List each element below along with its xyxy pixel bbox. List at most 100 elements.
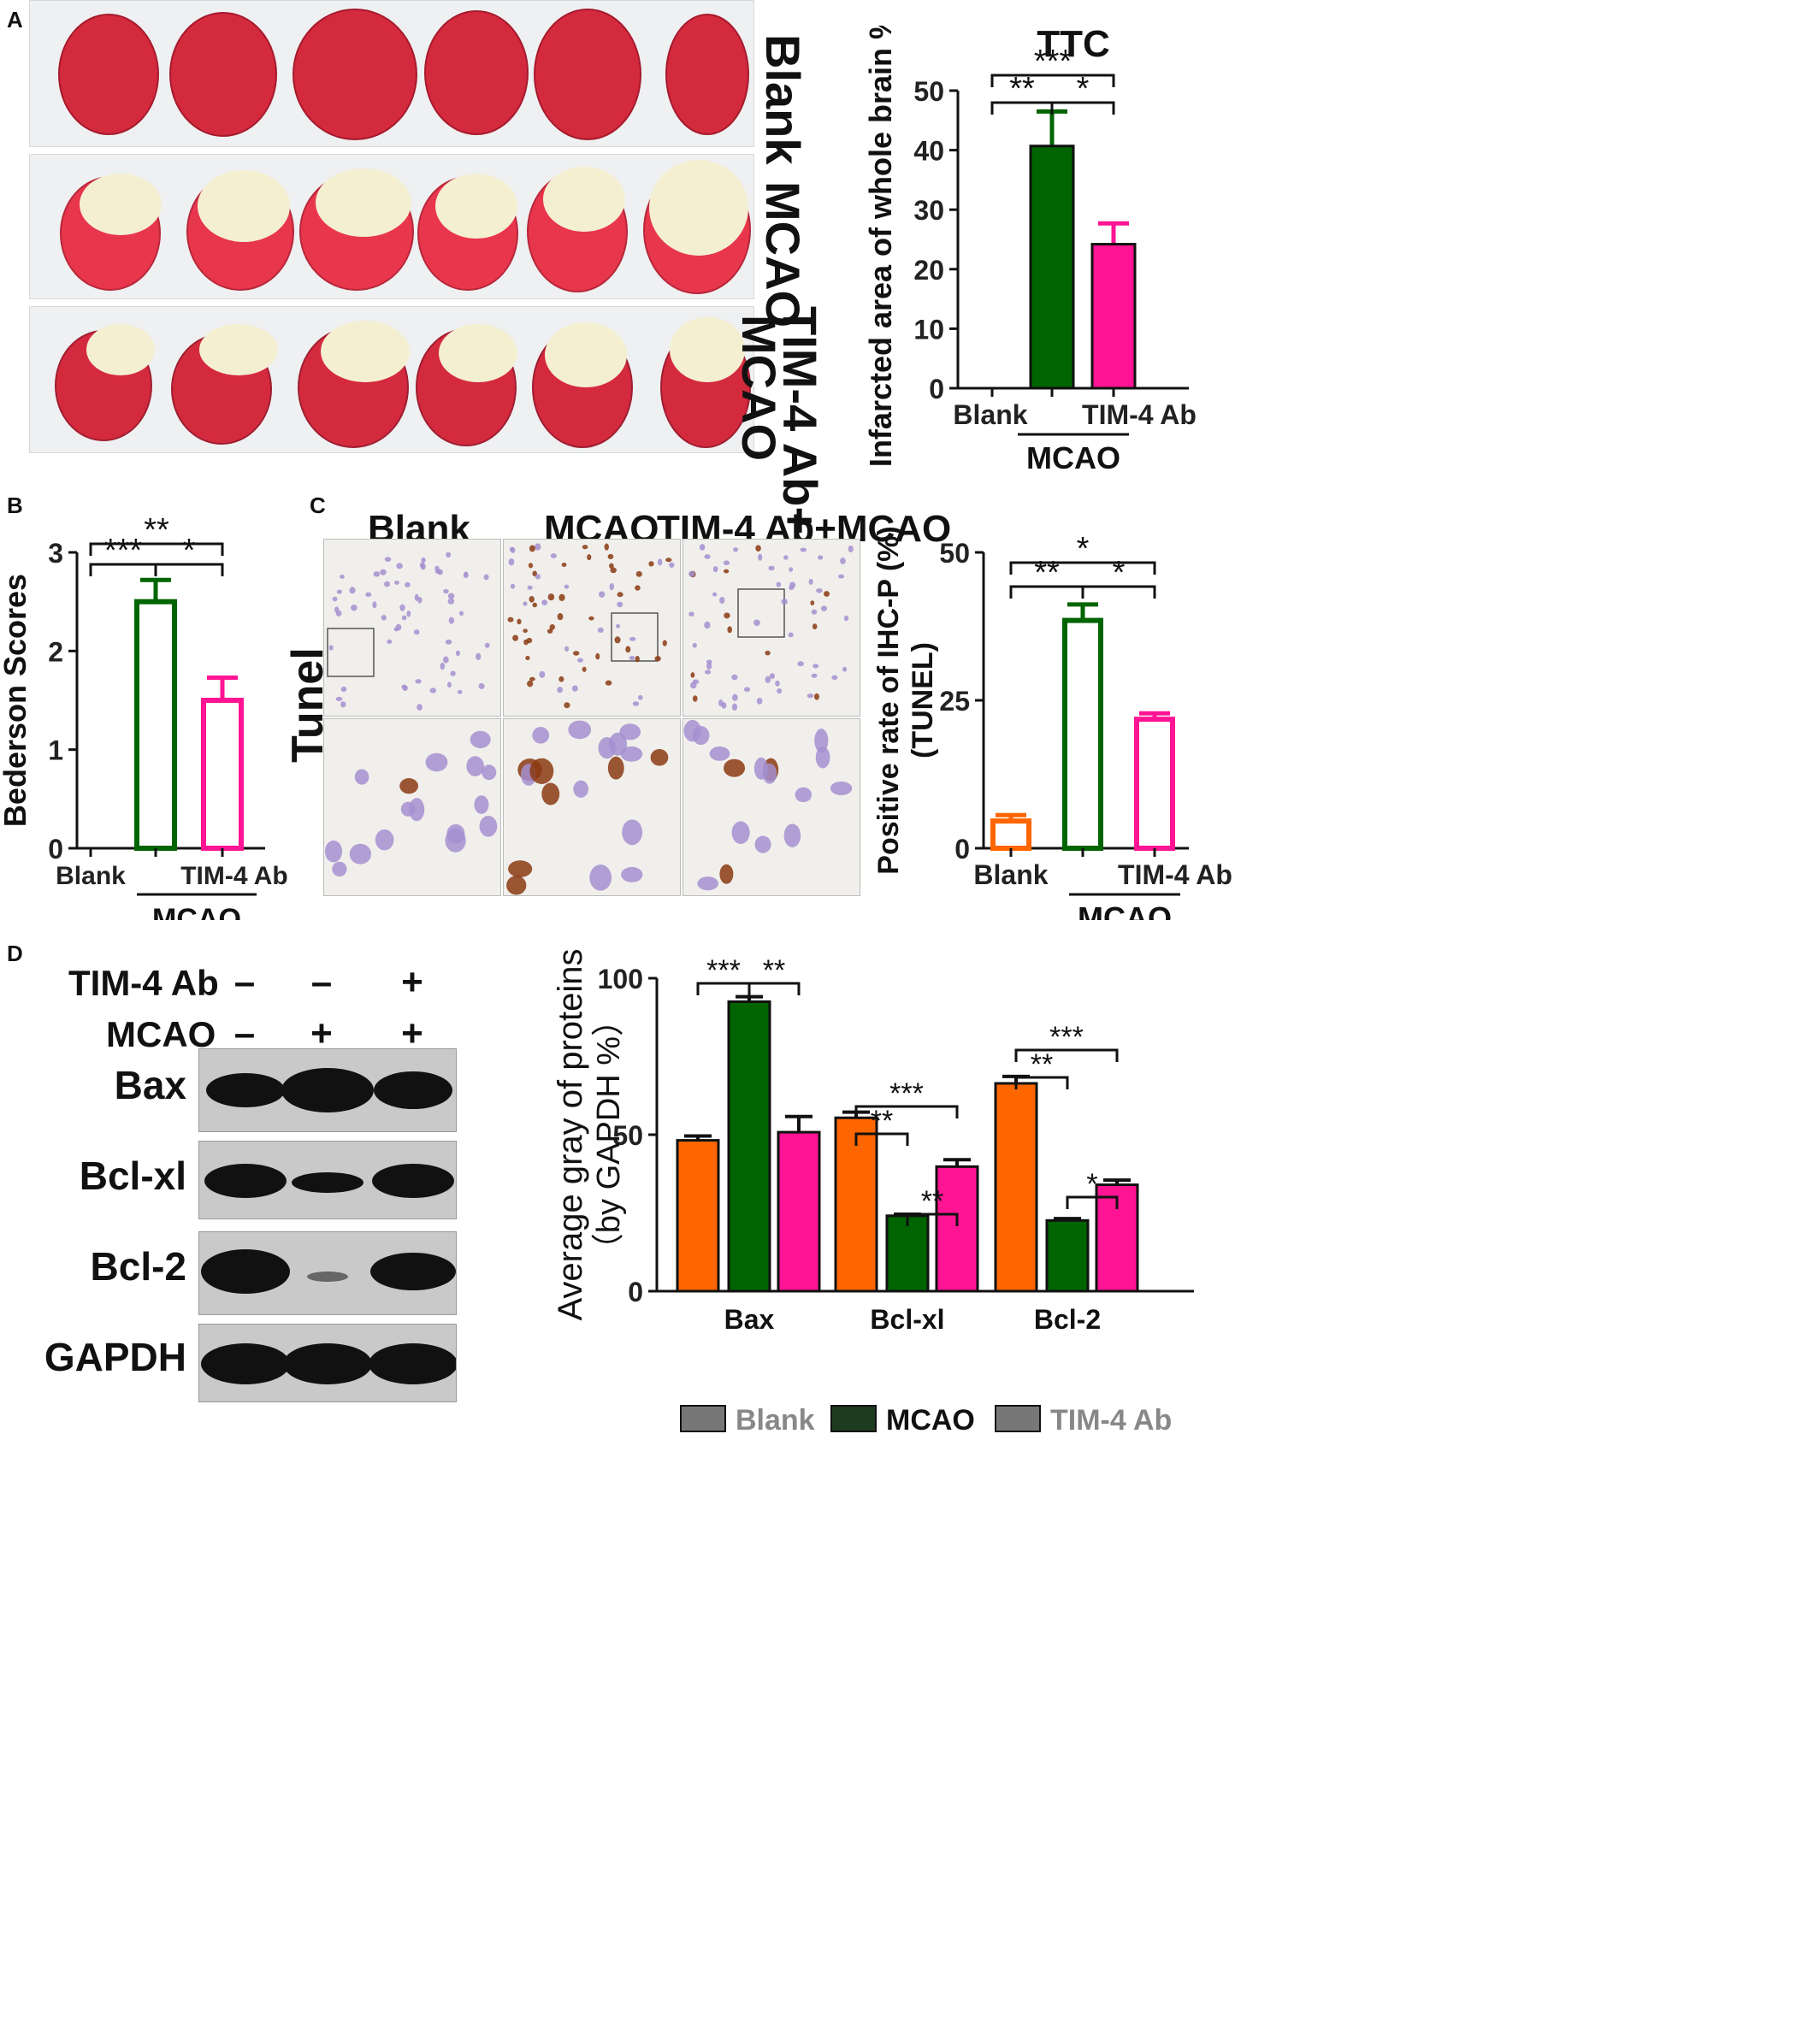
panel-label-a: A [7,7,23,32]
treatment-label-mcao: MCAO [106,1014,216,1054]
row-label-tim4-line2: MCAO [732,315,786,462]
y-tick-label: 50 [612,1120,643,1151]
nucleus [731,703,738,711]
nucleus [788,632,794,638]
tunel-positive-nucleus [525,656,530,661]
tunel-nuclei-blank-low [327,552,490,711]
nucleus [812,664,819,669]
significance-bracket [906,1213,959,1226]
nucleus [535,543,541,551]
tunel-nuclei-tim4-high [683,719,853,891]
x-category-label: TIM-4 Ab [1118,859,1232,890]
nucleus [425,752,448,772]
nucleus [564,646,570,652]
legend-swatch [680,1405,726,1432]
nucleus [731,821,750,844]
chart-title: TTC [1037,26,1110,65]
tunel-positive-nucleus [582,545,588,550]
significance-stars: ** [1009,71,1035,107]
nucleus [396,563,403,569]
nucleus [568,720,592,740]
legend-label: MCAO [886,1404,975,1437]
tunel-micro-tim4-high [682,718,860,896]
tunel-positive-nucleus [529,758,554,784]
tunel-positive-nucleus [617,592,623,598]
nucleus [380,569,387,575]
nucleus [705,670,712,675]
bar [990,818,1031,851]
nucleus [620,746,643,762]
tunel-positive-nucleus [508,860,533,877]
significance-stars: * [1113,555,1126,591]
nucleus [831,675,838,681]
nucleus [571,685,578,692]
nucleus [699,544,706,551]
nucleus [448,617,455,624]
row-label-blank: Blank [756,34,810,165]
nucleus [811,673,818,678]
nucleus [765,676,771,683]
nucleus [463,572,469,579]
significance-stars: * [183,533,196,569]
nucleus [476,652,482,660]
significance-stars: * [1086,1168,1097,1201]
nucleus [816,587,823,593]
x-category-label: TIM-4 Ab [180,862,288,890]
tunel-positive-nucleus [810,600,815,606]
nucleus [420,563,426,570]
significance-stars: *** [104,533,143,569]
y-tick-label: 2 [48,636,63,667]
nucleus [758,553,763,561]
nucleus [704,621,711,629]
nucleus [324,840,343,863]
nucleus [704,554,711,559]
sign-tim4-lane1: – [233,961,256,1003]
tunel-micro-blank-low [323,539,501,717]
nucleus [768,565,775,571]
nucleus [783,555,789,560]
nucleus [818,555,824,560]
x-category-label: Bcl-xl [870,1304,944,1335]
nucleus [840,558,846,564]
bar [727,1000,771,1293]
x-category-label: Blank [973,859,1048,890]
nucleus [638,694,643,700]
nucleus [354,769,369,785]
x-category-label: Blank [953,399,1027,430]
significance-bracket [748,982,801,995]
nucleus [332,596,338,602]
bar [1090,243,1137,390]
significance-stars: * [1077,71,1090,107]
significance-stars: * [1077,531,1090,567]
y-tick-label: 0 [954,834,970,864]
nucleus [415,679,422,684]
nucleus [599,591,606,598]
tunel-nuclei-blank-high [324,730,498,877]
bar [834,1116,878,1293]
nucleus [510,583,516,589]
sign-mcao-lane2: + [310,1012,333,1054]
tunel-positive-nucleus [635,585,641,591]
nucleus [373,571,381,577]
y-tick-label: 100 [598,964,643,994]
y-tick-label: 1 [48,735,63,766]
panel-label-d: D [7,941,23,966]
panel-label-c: C [310,493,326,518]
nucleus [474,795,489,814]
nucleus [619,723,641,741]
significance-stars: ** [1031,1048,1053,1081]
significance-stars: *** [1034,44,1072,80]
nucleus [753,619,760,626]
tunel-positive-nucleus [724,612,730,619]
nucleus [800,547,807,552]
nucleus [632,701,640,706]
blot-bands-bclxl [204,1164,454,1198]
tunel-micro-mcao-low [503,539,681,717]
significance-bracket [854,1105,959,1118]
bar [1134,717,1175,851]
nucleus [445,639,452,645]
nucleus [706,659,712,664]
nucleus [417,704,422,711]
nucleus [657,558,663,566]
